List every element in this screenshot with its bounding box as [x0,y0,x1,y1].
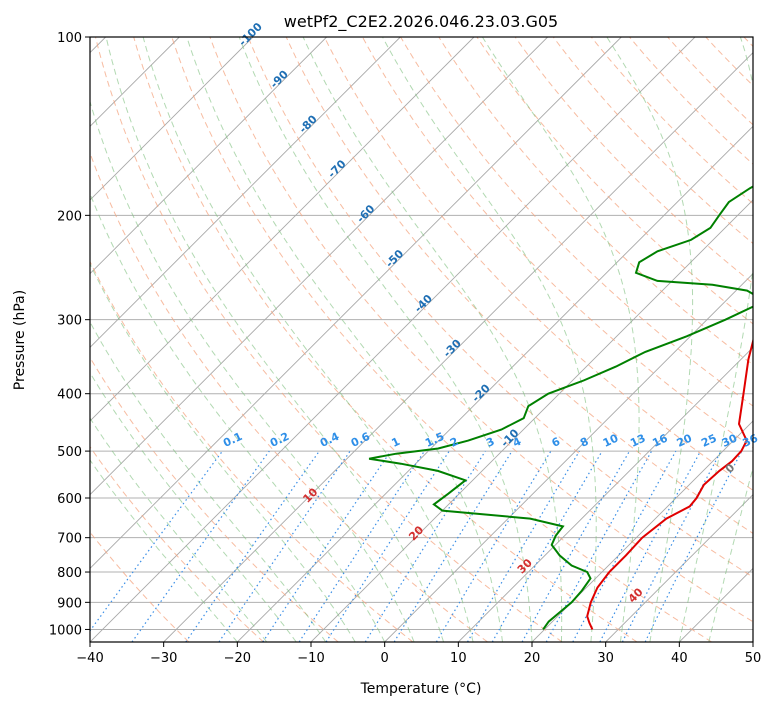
mixing-ratio-line [90,450,223,632]
mixing-ratio-label: 25 [699,432,718,450]
isotherm-line [90,37,696,642]
moist-adiabat-line [678,37,753,642]
mixing-ratio-label: 10 [601,431,621,449]
x-axis-label: Temperature (°C) [360,681,482,697]
moist-adiabat-line [90,459,238,642]
mixing-ratio-line [364,450,486,642]
mixing-ratio-line [491,450,603,642]
isotherm-line [90,37,401,348]
dry-adiabat-line [476,37,753,325]
moist-adiabat-line [90,371,297,642]
moist-adiabat-line [90,99,415,642]
mixing-ratio-line [131,450,270,642]
mixing-ratio-label: 13 [628,432,647,450]
y-tick-label: 800 [57,566,82,581]
y-tick-label: 400 [57,388,82,403]
isotherm-line [384,273,753,642]
x-tick-label: 30 [597,651,614,666]
moist-adiabat-line [606,37,694,642]
moist-adiabat-line [302,37,563,642]
isotherm-line [90,37,622,569]
dry-adiabat-line [95,37,563,642]
moist-adiabat-line [142,37,474,642]
mixing-ratio-line [435,450,552,642]
mixing-ratio-line [393,450,513,642]
isotherm-line [531,420,753,642]
x-tick-label: 50 [745,651,762,666]
y-tick-label: 600 [57,492,82,507]
dry-adiabat-line [133,37,638,642]
moist-adiabat-line [90,417,268,642]
x-tick-label: 0 [381,651,389,666]
mixing-ratio-label: 36 [741,431,761,449]
x-tick-label: 20 [524,651,541,666]
mixing-ratio-label: 20 [675,431,695,449]
moist-adiabat-line [238,37,533,642]
x-tick-label: −10 [297,651,324,666]
y-axis-label: Pressure (hPa) [12,290,28,390]
isotherm-line [163,52,753,642]
dry-adiabat-line [362,37,753,449]
dry-adiabat-line [629,37,753,165]
mixing-ratio-line [572,450,677,642]
dry-adiabat-line [323,37,753,491]
x-tick-label: 40 [671,651,688,666]
mixing-ratio-line [325,450,450,642]
isotherm-line [237,125,753,642]
y-tick-label: 100 [57,31,82,46]
dry-adiabat-line [400,37,753,407]
mixing-ratio-line [298,450,425,642]
y-tick-label: 200 [57,209,82,224]
isotherm-line [605,494,753,642]
isotherm-line [90,37,327,275]
moist-adiabat-line [105,37,445,642]
moist-adiabat-line [90,262,356,642]
y-tick-label: 500 [57,445,82,460]
x-tick-label: −30 [150,651,177,666]
mixing-ratio-label: 16 [650,431,670,449]
moist-adiabat-line [708,466,753,642]
moist-adiabat-line [382,37,597,642]
mixing-ratio-label: 30 [720,431,740,449]
y-tick-label: 300 [57,314,82,329]
moist-adiabat-line [90,192,386,642]
plot-frame [89,36,754,643]
isotherm-line [90,37,254,201]
axis-layer: −40 −30 −20 −10 0 10 20 30 40 50 100 200 300 400 500 60… [49,31,761,666]
y-tick-label: 1000 [49,623,82,638]
isotherm-line [90,37,548,496]
x-tick-label: −20 [224,651,251,666]
chart-title: wetPf2_C2E2.2026.046.23.03.G05 [284,12,558,32]
y-tick-label: 900 [57,596,82,611]
isotherm-line [458,346,753,642]
moist-adiabat-line [90,321,327,642]
temperature-profile-line [586,337,753,630]
dry-adiabat-line [90,445,264,642]
isotherm-line [90,37,475,422]
mixing-ratio-line [521,450,631,642]
grid-layer [90,37,753,642]
y-tick-label: 700 [57,532,82,547]
moist-adiabat-line [481,37,640,642]
dry-adiabat-line [209,37,753,623]
x-tick-label: 10 [450,651,467,666]
dry-adiabat-line [514,37,753,285]
series-layer [368,185,753,630]
dry-adiabat-line [247,37,753,578]
dewpoint-profile-line [368,185,753,630]
mixing-ratio-line [466,450,580,642]
dry-adiabat-line [90,260,414,642]
mixing-ratio-line [185,450,320,642]
x-tick-label: −40 [76,651,103,666]
